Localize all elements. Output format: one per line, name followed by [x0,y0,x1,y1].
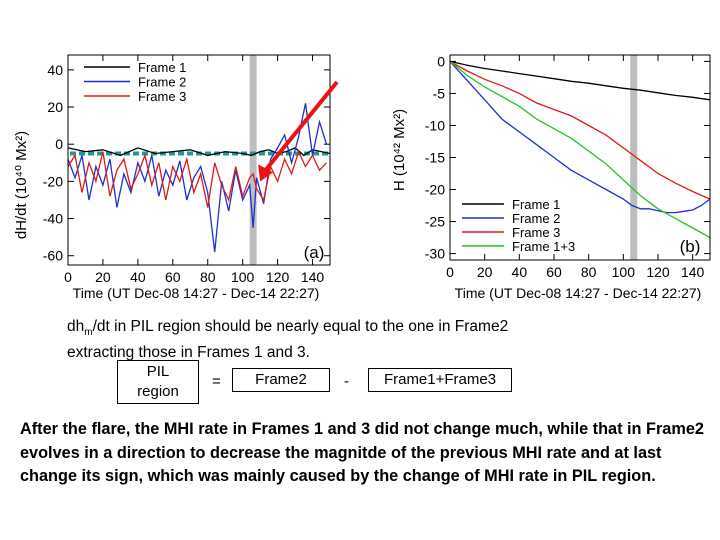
chart-b-legend-label: Frame 1+3 [512,239,575,254]
conclusion-paragraph: After the flare, the MHI rate in Frames … [20,420,704,485]
chart-a-axes-frame [67,54,331,266]
chart-a-series-2 [67,103,328,253]
chart-a-xtick-label: 120 [266,269,290,285]
chart-a-legend-label: Frame 2 [138,75,186,90]
chart-b-xtick-label: 20 [477,264,493,280]
pil-label-line2: region [137,383,179,400]
chart-panel-b: H (10⁴² Mx²) Time (UT Dec-08 14:27 - Dec… [360,40,720,305]
minus-sign: - [344,373,349,390]
chart-a-series-1 [67,147,331,157]
chart-a-series-3 [67,149,327,208]
chart-a-svg: dH/dt (10⁴⁰ Mx²) Time (UT Dec-08 14:27 -… [13,54,339,301]
chart-b-ytick-label: -25 [425,214,445,230]
chart-b-xtick-label: 140 [681,264,705,280]
chart-b-ytick-label: -5 [433,85,446,101]
pil-region-box: PIL region [117,360,199,404]
chart-panel-a: dH/dt (10⁴⁰ Mx²) Time (UT Dec-08 14:27 -… [0,40,360,305]
frame1-frame3-box: Frame1+Frame3 [368,368,512,392]
chart-a-tag: (a) [304,243,325,262]
chart-a-ytick-label: 20 [47,99,63,115]
chart-b-ytick-label: -15 [425,150,445,166]
chart-b-tag: (b) [680,237,701,256]
chart-a-ytick-label: 40 [47,62,63,78]
chart-b-xtick-label: 0 [446,264,454,280]
chart-a-flare-marker [249,55,257,265]
chart-a-xtick-label: 20 [95,269,111,285]
chart-a-xtick-label: 100 [231,269,255,285]
chart-b-ytick-label: 0 [437,53,445,69]
chart-b-ytick-label: -20 [425,182,445,198]
chart-b-xlabel: Time (UT Dec-08 14:27 - Dec-14 22:27) [455,285,702,301]
pil-label-line1: PIL [146,363,170,380]
caption-line-1: dhm/dt in PIL region should be nearly eq… [67,318,509,339]
frame2-box: Frame2 [232,368,330,392]
chart-a-xtick-label: 80 [200,269,216,285]
chart-b-legend-label: Frame 3 [512,225,560,240]
chart-b-axes-frame [449,54,711,261]
chart-a-legend-label: Frame 3 [138,89,186,104]
chart-b-flare-marker [630,55,638,260]
chart-b-xtick-label: 40 [512,264,528,280]
chart-a-xlabel: Time (UT Dec-08 14:27 - Dec-14 22:27) [73,285,320,301]
chart-a-ytick-label: -40 [43,211,63,227]
chart-b-svg: H (10⁴² Mx²) Time (UT Dec-08 14:27 - Dec… [391,53,711,301]
chart-a-xtick-label: 140 [301,269,325,285]
chart-a-xtick-label: 60 [165,269,181,285]
equals-sign: = [212,373,221,390]
chart-b-ytick-label: -10 [425,117,445,133]
chart-b-series-1 [449,60,711,101]
annotation-arrow-shaft [264,80,339,171]
chart-b-legend-label: Frame 2 [512,211,560,226]
caption-line-2: extracting those in Frames 1 and 3. [67,344,310,362]
chart-b-xtick-label: 120 [646,264,670,280]
chart-b-legend-label: Frame 1 [512,197,560,212]
chart-b-xtick-label: 60 [546,264,562,280]
annotation-arrow-head [258,164,274,182]
caption: dhm/dt in PIL region should be nearly eq… [67,317,707,363]
chart-b-ytick-label: -30 [425,246,445,262]
chart-a-ytick-label: 0 [55,136,63,152]
chart-b-ylabel: H (10⁴² Mx²) [391,109,408,191]
chart-b-xtick-label: 100 [612,264,636,280]
chart-b-series-2 [449,60,711,214]
chart-a-ytick-label: -20 [43,173,63,189]
chart-a-xtick-label: 40 [130,269,146,285]
chart-b-xtick-label: 80 [581,264,597,280]
chart-a-xtick-label: 0 [64,269,72,285]
chart-a-ylabel: dH/dt (10⁴⁰ Mx²) [13,131,30,239]
chart-b-series-3 [449,60,711,200]
chart-a-ytick-label: -60 [43,248,63,264]
chart-a-legend-label: Frame 1 [138,60,186,75]
chart-b-series-4 [449,60,711,239]
